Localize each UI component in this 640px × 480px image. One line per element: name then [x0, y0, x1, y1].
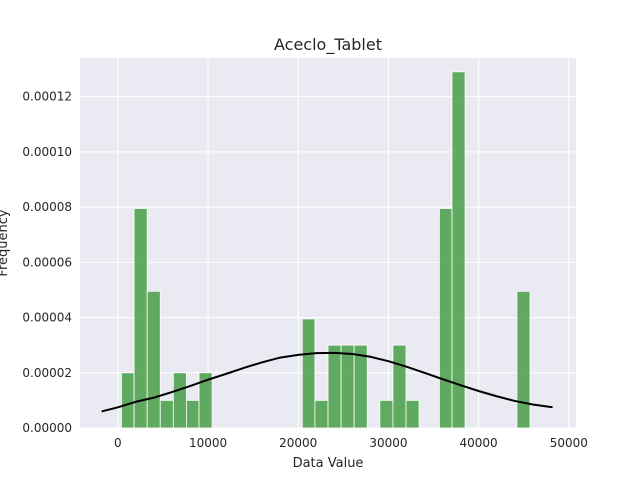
histogram-bar [146, 290, 161, 429]
y-axis-label: Frequency [0, 209, 11, 276]
histogram-bar [405, 399, 420, 429]
histogram-bar [186, 399, 200, 429]
histogram-bar [438, 208, 453, 429]
histogram-bar [451, 71, 466, 429]
y-tick-label: 0.00010 [22, 145, 72, 159]
histogram-bar [379, 399, 394, 429]
x-tick-label: 0 [114, 436, 122, 450]
x-tick-labels: 0 10000 20000 30000 40000 50000 [114, 436, 588, 450]
histogram-bar [159, 399, 174, 429]
y-tick-label: 0.00012 [22, 90, 72, 104]
x-tick-label: 30000 [369, 436, 407, 450]
histogram-bar [327, 344, 342, 429]
y-tick-label: 0.00006 [22, 255, 72, 269]
x-tick-label: 40000 [460, 436, 498, 450]
y-tick-labels: 0.00000 0.00002 0.00004 0.00006 0.00008 0.000… [22, 90, 72, 435]
x-tick-label: 50000 [550, 436, 588, 450]
x-tick-label: 20000 [279, 436, 317, 450]
histogram-bar [121, 372, 135, 429]
density-curve [101, 351, 553, 413]
chart-title: Aceclo_Tablet [274, 35, 382, 55]
histogram-bar [392, 344, 407, 429]
histogram-bar [516, 290, 531, 429]
histogram-bar [301, 318, 316, 429]
y-tick-label: 0.00000 [22, 421, 72, 435]
x-tick-label: 10000 [189, 436, 227, 450]
histogram-bar [340, 344, 355, 429]
x-axis-label: Data Value [293, 456, 364, 471]
histogram-bar [198, 372, 213, 429]
histogram-bar [314, 399, 329, 429]
histogram-bar [133, 208, 148, 429]
y-tick-label: 0.00008 [22, 200, 72, 214]
y-tick-label: 0.00002 [22, 366, 72, 380]
histogram-bars [121, 71, 531, 429]
histogram-bar [353, 344, 368, 429]
y-tick-label: 0.00004 [22, 311, 72, 325]
histogram-bar [172, 372, 187, 429]
